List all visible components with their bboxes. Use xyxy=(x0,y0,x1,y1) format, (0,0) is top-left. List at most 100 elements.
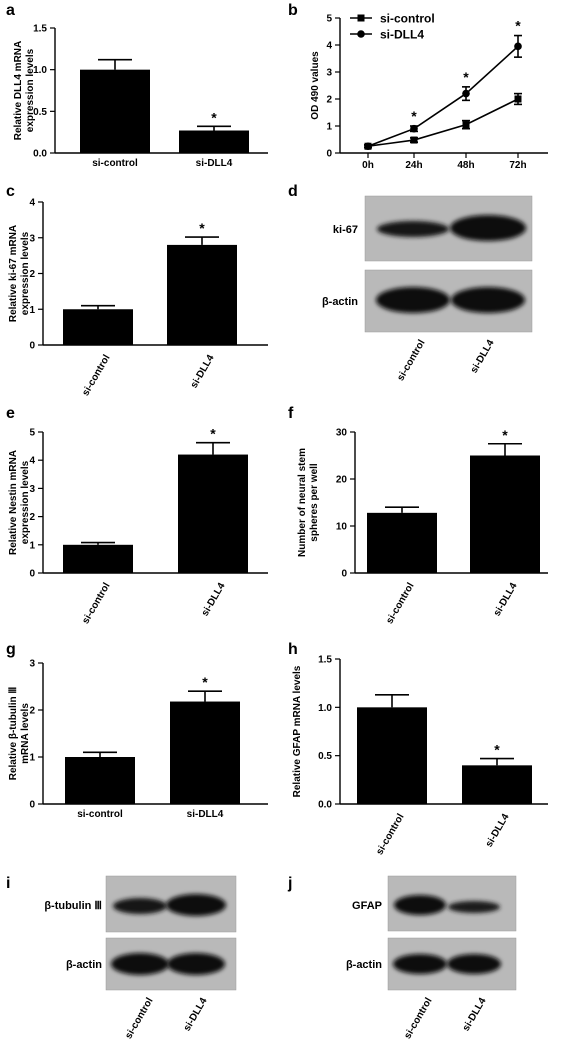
series-line-si-DLL4 xyxy=(367,45,519,147)
bar-e-si-DLL4 xyxy=(178,454,248,573)
blot-j-band-dll4-actin xyxy=(447,954,501,974)
data-point-si-control xyxy=(514,95,522,103)
chart-panel-f: 0 10 20 30 si-control si-DLL4 * Number of neura… xyxy=(297,427,548,626)
x-tick-label-b: 0h xyxy=(362,160,374,171)
y-tick-label-c: 2 xyxy=(29,269,35,280)
blot-i-lane-control: si-control xyxy=(123,996,155,1039)
blot-j-lane-dll4: si-DLL4 xyxy=(461,996,489,1034)
panel-letter-d: d xyxy=(288,183,298,200)
y-tick-label-b: 0 xyxy=(326,149,332,160)
panel-letter-e: e xyxy=(6,405,15,422)
y-axis-title-c: expression levels xyxy=(20,231,31,315)
category-label-a: si-control xyxy=(92,158,138,169)
y-axis-title-a: expression levels xyxy=(25,48,36,132)
panel-letter-g: g xyxy=(6,641,16,658)
data-point-si-DLL4 xyxy=(514,42,522,51)
y-axis-title-a: Relative DLL4 mRNA xyxy=(13,41,24,140)
y-tick-label-c: 0 xyxy=(29,341,35,352)
panel-letter-c: c xyxy=(6,183,15,200)
data-point-si-control xyxy=(410,136,418,144)
blot-i-row1-label: β-tubulin Ⅲ xyxy=(44,900,102,912)
y-axis-title-g: Relative β-tubulin Ⅲ xyxy=(8,687,19,781)
category-label-e: si-control xyxy=(80,581,112,626)
data-point-si-control xyxy=(462,121,470,129)
y-tick-label-g: 0 xyxy=(29,800,35,811)
y-tick-label-f: 30 xyxy=(336,428,348,439)
y-tick-label-h: 1.0 xyxy=(318,703,332,714)
chart-panel-h: 0.0 0.5 1.0 1.5 si-control si-DLL4 * Relative G… xyxy=(292,655,548,857)
y-tick-label-e: 1 xyxy=(29,540,35,551)
category-label-h: si-DLL4 xyxy=(484,812,512,850)
chart-panel-b: 0 1 2 3 4 5 0h 24h 48h 72h * * * si-control si-DLL4 OD … xyxy=(310,12,548,171)
y-tick-label-h: 1.5 xyxy=(318,655,332,666)
legend-label-si-DLL4: si-DLL4 xyxy=(380,28,424,42)
blot-d-row2-label: β-actin xyxy=(322,296,358,308)
y-axis-title-f: Number of neural stem xyxy=(297,448,308,557)
legend-label-si-control: si-control xyxy=(380,12,435,26)
y-tick-label-e: 0 xyxy=(29,569,35,580)
x-tick-label-b: 24h xyxy=(405,160,422,171)
y-tick-label-h: 0.5 xyxy=(318,751,332,762)
blot-j-band-dll4-gfap xyxy=(448,901,500,913)
y-tick-label-c: 3 xyxy=(29,233,35,244)
significance-star-e: * xyxy=(210,426,216,442)
legend-marker-si-control xyxy=(357,14,365,22)
y-tick-label-a: 1.0 xyxy=(33,65,47,76)
y-tick-label-f: 10 xyxy=(336,522,348,533)
category-label-a: si-DLL4 xyxy=(196,158,233,169)
blot-j-band-control-gfap xyxy=(394,895,446,915)
category-label-e: si-DLL4 xyxy=(200,581,228,619)
bar-e-si-control xyxy=(63,544,133,573)
blot-i-band-dll4-actin xyxy=(167,953,225,975)
category-label-h: si-control xyxy=(374,812,406,857)
y-tick-label-b: 2 xyxy=(326,95,332,106)
y-tick-label-f: 0 xyxy=(341,569,347,580)
category-label-f: si-control xyxy=(384,581,416,626)
bar-f-si-control xyxy=(367,512,437,573)
bar-a-si-control xyxy=(80,69,150,153)
y-tick-label-c: 1 xyxy=(29,305,35,316)
y-tick-label-g: 1 xyxy=(29,753,35,764)
x-tick-label-b: 48h xyxy=(457,160,474,171)
y-tick-label-e: 4 xyxy=(29,456,35,467)
y-tick-label-f: 20 xyxy=(336,475,348,486)
panel-letter-f: f xyxy=(288,405,294,422)
y-tick-label-g: 2 xyxy=(29,706,35,717)
y-tick-label-e: 3 xyxy=(29,484,35,495)
western-blot-i: β-tubulin Ⅲ β-actin si-control si-DLL4 xyxy=(44,875,237,1039)
panel-letter-h: h xyxy=(288,641,298,658)
y-tick-label-h: 0.0 xyxy=(318,800,332,811)
blot-j-lane-control: si-control xyxy=(402,996,434,1039)
y-tick-label-b: 3 xyxy=(326,68,332,79)
y-axis-title-e: expression levels xyxy=(20,460,31,544)
bar-c-si-DLL4 xyxy=(167,244,237,345)
y-axis-title-h: Relative GFAP mRNA levels xyxy=(292,665,303,797)
significance-star-g: * xyxy=(202,674,208,690)
blot-d-band-dll4-actin xyxy=(451,287,525,313)
significance-star-b: * xyxy=(411,108,417,124)
blot-j-row1-label: GFAP xyxy=(352,900,382,912)
category-label-g: si-DLL4 xyxy=(187,809,224,820)
y-tick-label-e: 5 xyxy=(29,428,35,439)
panel-letter-j: j xyxy=(287,875,292,892)
blot-d-row1-label: ki-67 xyxy=(333,224,358,236)
chart-panel-g: 0 1 2 3 si-control si-DLL4 * Relative β-tubulin… xyxy=(8,659,268,820)
chart-panel-e: 0 1 2 3 4 5 si-control si-DLL4 * Relative Nestin … xyxy=(8,426,268,626)
blot-j-row2-label: β-actin xyxy=(346,959,382,971)
blot-i-band-control-tubulin xyxy=(113,898,167,914)
bar-c-si-control xyxy=(63,309,133,345)
bar-h-si-control xyxy=(357,707,427,804)
significance-star-h: * xyxy=(494,742,500,758)
category-label-c: si-control xyxy=(80,353,112,398)
significance-star-a: * xyxy=(211,109,217,125)
y-axis-title-b: OD 490 values xyxy=(310,51,321,120)
y-tick-label-b: 1 xyxy=(326,122,332,133)
y-tick-label-e: 2 xyxy=(29,512,35,523)
western-blot-d: ki-67 β-actin si-control si-DLL4 xyxy=(322,195,533,383)
significance-star-b: * xyxy=(463,69,469,85)
y-tick-label-a: 0.5 xyxy=(33,107,47,118)
bar-f-si-DLL4 xyxy=(470,455,540,573)
chart-panel-a: 0.0 0.5 1.0 1.5 si-control si-DLL4 * Relative D… xyxy=(13,24,268,169)
data-point-si-DLL4 xyxy=(364,142,372,151)
